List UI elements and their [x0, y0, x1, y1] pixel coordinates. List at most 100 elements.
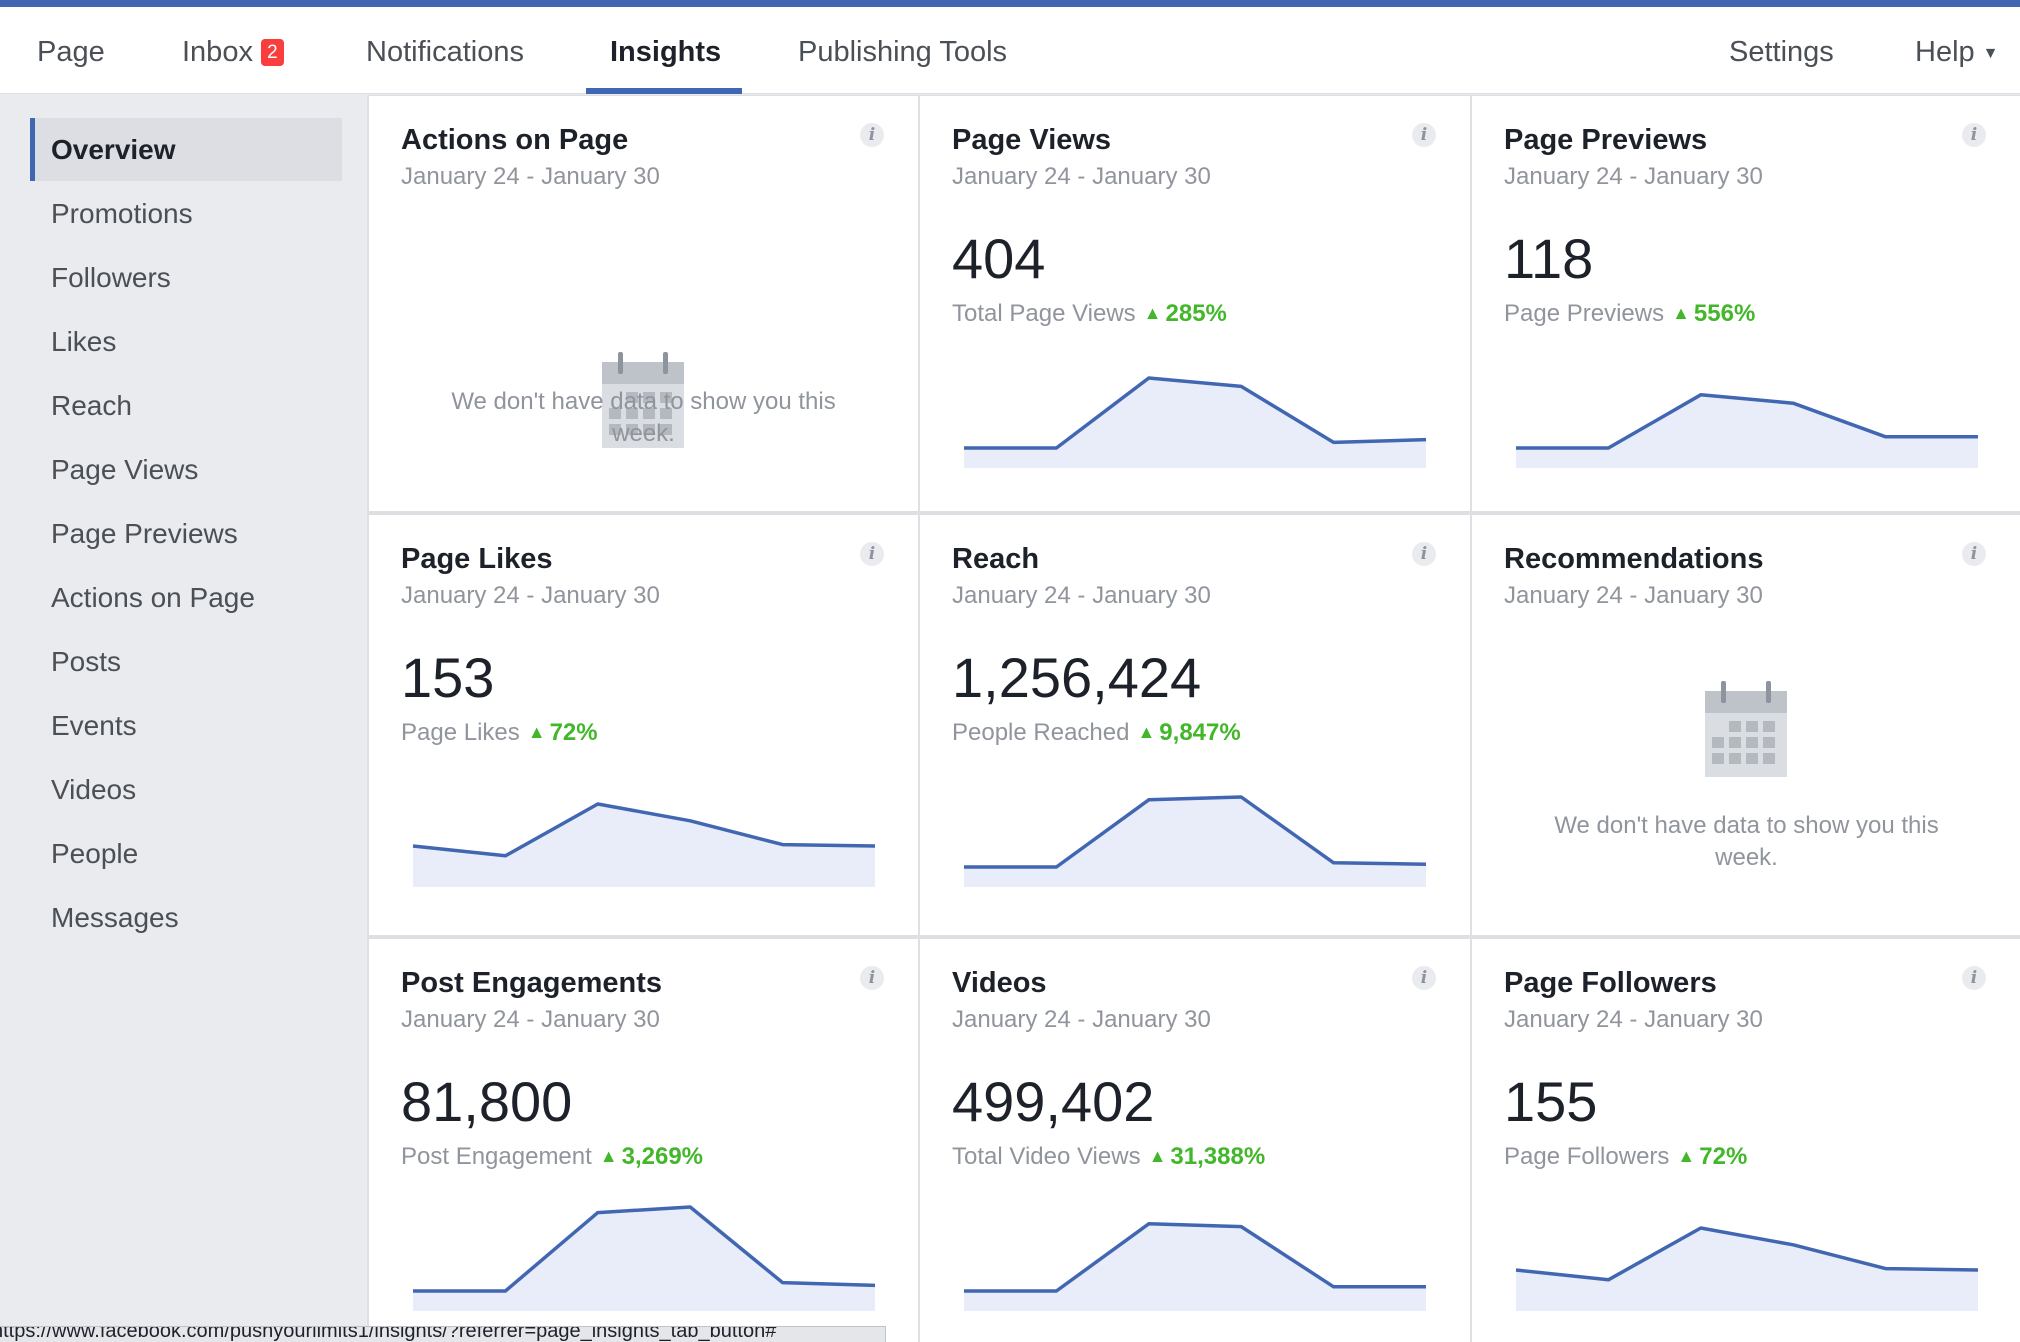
- metric-value: 81,800: [401, 1070, 573, 1133]
- card-date-range: January 24 - January 30: [1504, 582, 1763, 609]
- info-icon[interactable]: i: [1962, 542, 1986, 566]
- card-post-engagements[interactable]: Post Engagements January 24 - January 30…: [369, 939, 918, 1342]
- metric-change: 285%: [1165, 300, 1227, 327]
- info-icon[interactable]: i: [860, 966, 884, 990]
- info-icon[interactable]: i: [1962, 966, 1986, 990]
- sparkline-line: [1516, 393, 1978, 450]
- metric-change: 556%: [1693, 300, 1756, 327]
- info-icon[interactable]: i: [1962, 123, 1986, 147]
- calendar-icon: [602, 352, 684, 448]
- sidebar-item-people[interactable]: People: [51, 838, 139, 869]
- card-title: Page Views: [952, 124, 1112, 156]
- metric-value: 1,256,424: [952, 646, 1202, 709]
- metric-change: 31,388%: [1170, 1143, 1266, 1170]
- trend-up-icon: ▲: [1672, 303, 1690, 323]
- metric-value: 404: [952, 227, 1046, 290]
- metric-summary: Page Followers ▲ 72%: [1504, 1143, 1747, 1171]
- tab-insights[interactable]: Insights: [610, 36, 722, 68]
- trend-up-icon: ▲: [1148, 1146, 1167, 1166]
- metric-change: 3,269%: [621, 1143, 704, 1170]
- card-date-range: January 24 - January 30: [401, 1006, 660, 1033]
- info-icon[interactable]: i: [1412, 542, 1436, 566]
- insights-top-nav: Page Inbox 2 Notifications Insights Publi…: [0, 7, 2020, 94]
- tab-publishing-tools[interactable]: Publishing Tools: [798, 36, 1008, 68]
- sparkline-line: [413, 1205, 876, 1293]
- sparkline-chart: [964, 376, 1427, 468]
- sparkline-chart: [964, 1222, 1426, 1311]
- help-menu[interactable]: Help ▼: [1915, 7, 1999, 94]
- sidebar-item-events[interactable]: Events: [51, 710, 137, 741]
- metric-summary: Total Video Views ▲ 31,388%: [952, 1143, 1265, 1171]
- top-accent-strip: [0, 0, 2020, 7]
- sidebar-item-page-previews[interactable]: Page Previews: [51, 518, 238, 549]
- caret-down-icon: ▼: [1982, 45, 1999, 62]
- inbox-unread-badge: 2: [260, 39, 284, 66]
- sidebar-item-actions-on-page[interactable]: Actions on Page: [51, 582, 255, 613]
- metric-label: Page Previews: [1504, 300, 1665, 327]
- sidebar-item-likes[interactable]: Likes: [51, 326, 117, 357]
- sparkline-area: [1516, 1228, 1978, 1311]
- sparkline-line: [412, 802, 876, 858]
- sidebar-item-messages[interactable]: Messages: [51, 902, 179, 933]
- trend-up-icon: ▲: [527, 722, 546, 742]
- metric-change: 9,847%: [1159, 719, 1241, 746]
- browser-status-bar: https://www.facebook.com/pushyourlimits1…: [0, 1326, 886, 1342]
- metric-label: Page Followers: [1504, 1143, 1670, 1170]
- active-tab-indicator: [586, 88, 742, 94]
- no-data-message: We don't have data to show you this week…: [451, 388, 836, 447]
- metric-summary: Post Engagement ▲ 3,269%: [401, 1143, 703, 1171]
- tab-inbox-label: Inbox: [182, 36, 253, 68]
- sidebar-item-page-views[interactable]: Page Views: [51, 454, 199, 485]
- tab-page[interactable]: Page: [37, 36, 105, 68]
- settings-link[interactable]: Settings: [1729, 36, 1834, 68]
- card-page-followers[interactable]: Page Followers January 24 - January 30 i…: [1472, 939, 2020, 1342]
- sparkline-line: [964, 795, 1427, 869]
- sidebar-item-posts[interactable]: Posts: [51, 646, 122, 677]
- sidebar-item-promotions[interactable]: Promotions: [51, 198, 193, 229]
- card-title: Actions on Page: [401, 124, 629, 156]
- sparkline-line: [964, 1222, 1426, 1293]
- metric-summary: Page Likes ▲ 72%: [401, 719, 598, 747]
- trend-up-icon: ▲: [1677, 1146, 1696, 1166]
- tab-notifications[interactable]: Notifications: [366, 36, 524, 68]
- metric-change: 72%: [549, 719, 598, 746]
- metric-label: Post Engagement: [401, 1143, 592, 1170]
- trend-up-icon: ▲: [599, 1146, 618, 1166]
- metric-label: Page Likes: [401, 719, 520, 746]
- metric-value: 118: [1504, 227, 1594, 290]
- info-icon[interactable]: i: [1412, 966, 1436, 990]
- card-date-range: January 24 - January 30: [952, 582, 1211, 609]
- card-title: Page Likes: [401, 543, 553, 575]
- metric-label: Total Page Views: [952, 300, 1136, 327]
- card-page-likes[interactable]: Page Likes January 24 - January 30 i 153…: [369, 515, 918, 935]
- card-date-range: January 24 - January 30: [401, 582, 660, 609]
- calendar-icon: [1705, 681, 1787, 777]
- metric-value: 153: [401, 646, 495, 709]
- card-page-previews[interactable]: Page Previews January 24 - January 30 i …: [1472, 96, 2020, 511]
- help-label: Help: [1915, 36, 1975, 68]
- card-title: Reach: [952, 543, 1040, 575]
- info-icon[interactable]: i: [860, 542, 884, 566]
- trend-up-icon: ▲: [1137, 722, 1156, 742]
- card-recommendations[interactable]: Recommendations January 24 - January 30 …: [1472, 515, 2020, 935]
- card-date-range: January 24 - January 30: [401, 163, 660, 190]
- sidebar-item-followers[interactable]: Followers: [51, 262, 171, 293]
- sparkline-area: [964, 797, 1426, 887]
- metric-summary: Page Previews ▲ 556%: [1504, 300, 1755, 328]
- info-icon[interactable]: i: [1412, 123, 1436, 147]
- sparkline-chart: [412, 802, 876, 887]
- tab-inbox[interactable]: Inbox 2: [182, 7, 284, 94]
- card-videos[interactable]: Videos January 24 - January 30 i 499,402…: [920, 939, 1470, 1342]
- card-date-range: January 24 - January 30: [952, 163, 1211, 190]
- card-page-views[interactable]: Page Views January 24 - January 30 i 404…: [920, 96, 1470, 511]
- card-title: Videos: [952, 967, 1047, 999]
- trend-up-icon: ▲: [1143, 303, 1162, 323]
- sidebar-item-reach[interactable]: Reach: [51, 390, 132, 421]
- card-reach[interactable]: Reach January 24 - January 30 i 1,256,42…: [920, 515, 1470, 935]
- sparkline-area: [413, 804, 875, 887]
- card-actions-on-page[interactable]: Actions on Page January 24 - January 30 …: [369, 96, 918, 511]
- info-icon[interactable]: i: [860, 123, 884, 147]
- sparkline-chart: [1516, 393, 1978, 468]
- sidebar-item-videos[interactable]: Videos: [51, 774, 137, 805]
- sidebar-item-overview[interactable]: Overview: [30, 118, 342, 181]
